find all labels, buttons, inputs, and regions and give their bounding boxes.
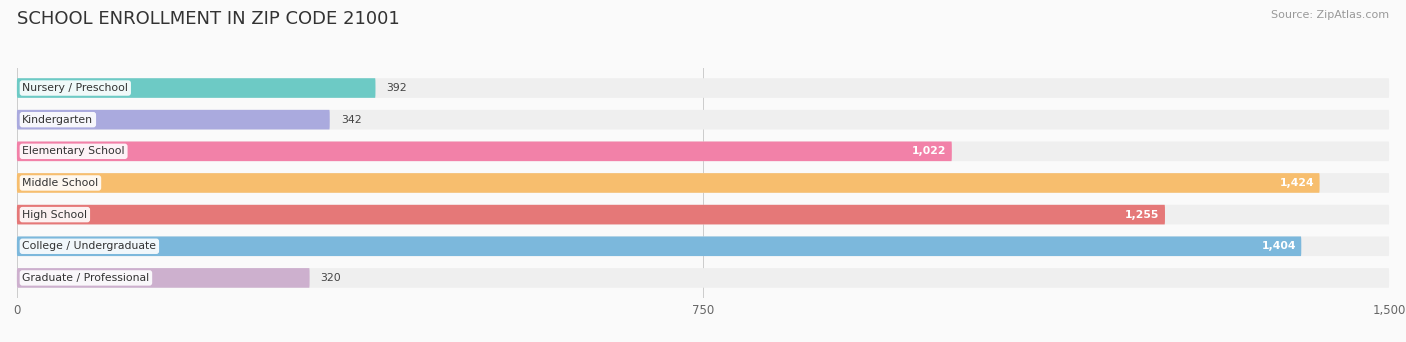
Text: College / Undergraduate: College / Undergraduate — [22, 241, 156, 251]
FancyBboxPatch shape — [17, 142, 1389, 161]
Text: Source: ZipAtlas.com: Source: ZipAtlas.com — [1271, 10, 1389, 20]
Text: 1,022: 1,022 — [912, 146, 946, 156]
FancyBboxPatch shape — [17, 268, 1389, 288]
Text: 342: 342 — [340, 115, 361, 125]
Text: Nursery / Preschool: Nursery / Preschool — [22, 83, 128, 93]
FancyBboxPatch shape — [17, 110, 330, 130]
Text: Kindergarten: Kindergarten — [22, 115, 93, 125]
Text: 320: 320 — [321, 273, 342, 283]
Text: Middle School: Middle School — [22, 178, 98, 188]
Text: 1,404: 1,404 — [1261, 241, 1296, 251]
Text: Graduate / Professional: Graduate / Professional — [22, 273, 149, 283]
FancyBboxPatch shape — [17, 78, 375, 98]
FancyBboxPatch shape — [17, 78, 1389, 98]
FancyBboxPatch shape — [17, 173, 1320, 193]
FancyBboxPatch shape — [17, 205, 1166, 224]
Text: SCHOOL ENROLLMENT IN ZIP CODE 21001: SCHOOL ENROLLMENT IN ZIP CODE 21001 — [17, 10, 399, 28]
Text: 392: 392 — [387, 83, 408, 93]
FancyBboxPatch shape — [17, 268, 309, 288]
FancyBboxPatch shape — [17, 110, 1389, 130]
Text: High School: High School — [22, 210, 87, 220]
FancyBboxPatch shape — [17, 205, 1389, 224]
FancyBboxPatch shape — [17, 173, 1389, 193]
Text: 1,255: 1,255 — [1125, 210, 1160, 220]
FancyBboxPatch shape — [17, 236, 1389, 256]
FancyBboxPatch shape — [17, 236, 1302, 256]
FancyBboxPatch shape — [17, 142, 952, 161]
Text: Elementary School: Elementary School — [22, 146, 125, 156]
Text: 1,424: 1,424 — [1279, 178, 1315, 188]
